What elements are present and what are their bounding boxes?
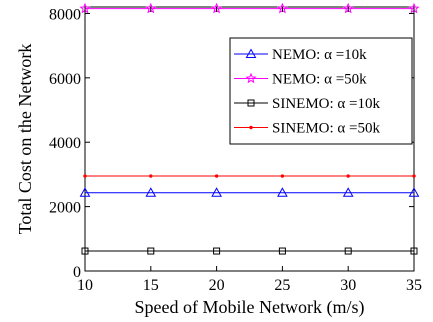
x-tick-label: 15 [143, 277, 159, 294]
data-point [214, 174, 219, 178]
x-tick-label: 35 [406, 277, 422, 294]
data-point [346, 174, 350, 178]
data-point [145, 187, 157, 197]
legend-item: NEMO: α =50k [234, 72, 367, 88]
data-point [410, 247, 418, 255]
legend-marker [245, 72, 257, 84]
legend-item: SINEMO: α =10k [234, 96, 380, 112]
data-point [344, 247, 352, 255]
data-point [277, 187, 288, 197]
x-tick-label: 25 [274, 277, 290, 294]
x-tick-label: 10 [77, 277, 93, 294]
data-point [211, 187, 222, 197]
data-point [280, 174, 285, 178]
y-tick-label: 0 [73, 264, 81, 281]
legend-label: NEMO: α =50k [272, 72, 367, 88]
legend-marker [249, 125, 253, 130]
legend: NEMO: α =10k NEMO: α =50k SINEMO: α =10k SI… [229, 37, 413, 145]
y-tick-label: 2000 [49, 200, 81, 217]
legend-marker [247, 99, 255, 107]
series-3 [81, 247, 418, 255]
legend-label: SINEMO: α =10k [272, 96, 380, 112]
series-1 [79, 187, 420, 197]
data-point [278, 247, 286, 255]
data-point [149, 174, 153, 178]
data-point [408, 187, 420, 197]
legend-box [229, 37, 413, 145]
legend-label: NEMO: α =10k [272, 47, 367, 63]
legend-label: SINEMO: α =50k [272, 121, 380, 137]
data-point [83, 174, 87, 178]
legend-item: SINEMO: α =50k [234, 121, 380, 137]
data-point [147, 247, 155, 255]
data-point [79, 187, 91, 197]
series-4 [83, 174, 416, 178]
x-tick-label: 20 [209, 277, 225, 294]
data-point [342, 187, 354, 197]
legend-marker [245, 48, 257, 58]
data-point [412, 174, 416, 178]
x-axis-label: Speed of Mobile Network (m/s) [135, 297, 365, 318]
y-axis-label: Total Cost on the Network [15, 44, 35, 235]
y-tick-label: 4000 [49, 135, 81, 152]
data-point [81, 247, 89, 255]
y-tick-label: 6000 [49, 71, 81, 88]
x-tick-label: 30 [340, 277, 356, 294]
legend-item: NEMO: α =10k [234, 47, 367, 63]
tick-layer: 10 15 20 25 30 35 0 2000 4000 6000 8000 [49, 6, 422, 294]
data-point [213, 247, 221, 255]
y-tick-label: 8000 [49, 6, 81, 23]
